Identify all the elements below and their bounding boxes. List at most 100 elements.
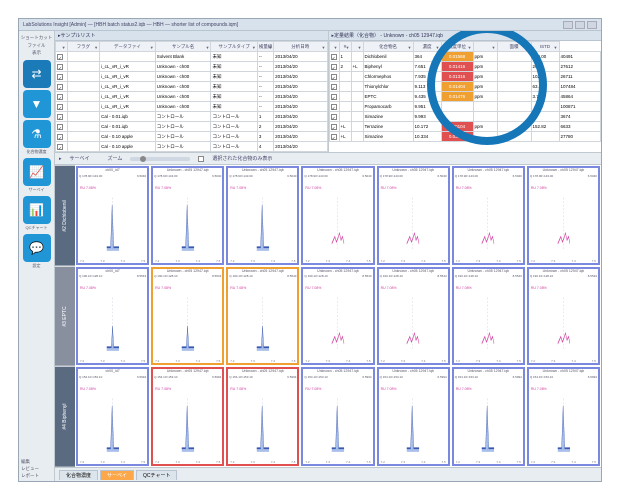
col-header[interactable]: #▼ [339, 42, 351, 52]
table-row[interactable]: Solvent Blank未知--2013/04/20 [56, 52, 328, 62]
row-checkbox[interactable] [57, 94, 63, 100]
chart-cell[interactable]: ch00_id7Q 190.10>128.108.5543RU 7.08% 7.… [76, 267, 149, 366]
col-header[interactable]: ▼ [473, 42, 497, 52]
row-checkbox[interactable] [331, 94, 337, 100]
table-row[interactable]: i_cL_vR_i_vRUnknown - ch00未知--2013/04/20 [56, 72, 328, 82]
chart-cell[interactable]: ch00_id7Q 154.10>153.106.5994RU 7.08% 7.… [76, 367, 149, 466]
tab-survey[interactable]: サーベイ [100, 470, 134, 480]
chart-row-label[interactable]: #4 Biphenyl [55, 366, 75, 467]
col-header[interactable]: 面積▼ [497, 42, 531, 52]
table-row[interactable]: Thionylchlor9.1130.01404ppm63.14107484 [329, 82, 601, 92]
chart-row-label[interactable]: #2 Dichlobenil [55, 165, 75, 266]
chart-cell[interactable]: Unknown - ch05 12947.iqbQ 190.10>128.108… [151, 267, 224, 366]
sample-list-table[interactable]: ▼フラグ▼データファイ▼サンプル名▼サンプルタイプ▼検量線▼分析日時▼Solve… [55, 41, 328, 152]
row-checkbox[interactable] [57, 104, 63, 110]
col-header[interactable]: サンプル名▼ [155, 42, 211, 52]
chart-cell[interactable]: Unknown - ch05 12947.iqbQ 178.90>143.006… [226, 166, 299, 265]
col-header[interactable]: 化合物名▼ [363, 42, 413, 52]
cell [67, 92, 99, 102]
col-header[interactable]: ▼ [329, 42, 339, 52]
table-row[interactable]: Chlormephos7.9350.01316ppm102.8926711 [329, 72, 601, 82]
panel-header[interactable]: ▸ サンプルリスト [55, 31, 328, 41]
table-row[interactable]: 2+LBiphenyl7.6510.01416ppm26.1827612 [329, 62, 601, 72]
chart-row-label[interactable]: #3 EPTC [55, 266, 75, 367]
sidebar-icon-5[interactable]: 💬 [23, 234, 51, 262]
row-checkbox[interactable] [57, 144, 63, 150]
minimize-button[interactable] [563, 21, 573, 29]
col-header[interactable]: 検量線▼ [257, 42, 273, 52]
col-header[interactable]: 濃度単位▼ [441, 42, 473, 52]
table-row[interactable]: Cal - 0.01.iqbコントロールコントロール12013/04/20 [56, 112, 328, 122]
quant-results-table[interactable]: ▼#▼▼化合物名▼濃度▼濃度単位▼▼面積▼ISTD▼1Dichlobenil36… [329, 41, 602, 142]
col-header[interactable]: 濃度▼ [413, 42, 441, 52]
chart-cell[interactable]: Unknown - ch05 12947.iqbQ 178.90>143.006… [377, 166, 450, 265]
chart-cell[interactable]: ch00_id7Q 178.90>143.006.5040RU 7.08% 7.… [76, 166, 149, 265]
chart-cell[interactable]: Unknown - ch05 12947.iqbQ 178.90>143.006… [452, 166, 525, 265]
row-checkbox[interactable] [57, 54, 63, 60]
chart-cell[interactable]: Unknown - ch05 12947.iqbQ 190.10>128.108… [301, 267, 374, 366]
col-header[interactable]: フラグ▼ [67, 42, 99, 52]
chart-cell[interactable]: Unknown - ch05 12947.iqbQ 178.90>143.006… [527, 166, 600, 265]
col-header[interactable]: 分析日時▼ [274, 42, 327, 52]
row-checkbox[interactable] [331, 74, 337, 80]
row-checkbox[interactable] [331, 124, 337, 130]
row-checkbox[interactable] [57, 114, 63, 120]
zoom-slider[interactable] [130, 157, 190, 161]
table-row[interactable]: Propamocarb9.951100871 [329, 102, 601, 112]
chart-cell[interactable]: Unknown - ch05 12947.iqbQ 154.10>153.106… [527, 367, 600, 466]
row-checkbox[interactable] [57, 74, 63, 80]
row-checkbox[interactable] [331, 134, 337, 140]
chart-cell[interactable]: Unknown - ch05 12947.iqbQ 154.10>153.106… [301, 367, 374, 466]
table-row[interactable]: i_cL_vR_i_vRUnknown - ch00未知--2013/04/20 [56, 82, 328, 92]
row-checkbox[interactable] [57, 134, 63, 140]
row-checkbox[interactable] [331, 104, 337, 110]
col-header[interactable]: ▼ [351, 42, 363, 52]
col-header[interactable]: サンプルタイプ▼ [211, 42, 257, 52]
chart-cell[interactable]: Unknown - ch05 12947.iqbQ 154.10>153.106… [452, 367, 525, 466]
row-checkbox[interactable] [331, 84, 337, 90]
cell [56, 72, 68, 82]
sidebar-icon-1[interactable]: ▼ [23, 90, 51, 118]
row-checkbox[interactable] [57, 84, 63, 90]
chart-cell[interactable]: Unknown - ch05 12947.iqbQ 154.10>153.106… [151, 367, 224, 466]
table-row[interactable]: EPTC9.4350.01476ppm3.7345864 [329, 92, 601, 102]
row-checkbox[interactable] [57, 64, 63, 70]
chart-cell[interactable]: Unknown - ch05 12947.iqbQ 178.90>143.006… [301, 166, 374, 265]
chart-cell[interactable]: Unknown - ch05 12947.iqbQ 190.10>128.108… [452, 267, 525, 366]
table-row[interactable]: i_cL_vR_i_vRUnknown - ch00未知--2013/04/20 [56, 102, 328, 112]
table-row[interactable]: Simazine9.9933674 [329, 112, 601, 122]
table-row[interactable]: Cal - 0.10 appleコントロールコントロール42013/04/20 [56, 142, 328, 152]
cell: 107484 [559, 82, 601, 92]
row-checkbox[interactable] [331, 114, 337, 120]
row-checkbox[interactable] [331, 54, 337, 60]
table-row[interactable]: +LTerrazine10.1720.00104ppm152.826633 [329, 122, 601, 132]
col-header[interactable]: ▼ [56, 42, 68, 52]
sidebar-icon-0[interactable]: ⇄ [23, 60, 51, 88]
chart-cell[interactable]: Unknown - ch05 12947.iqbQ 154.10>153.106… [377, 367, 450, 466]
close-button[interactable] [587, 21, 597, 29]
panel-header[interactable]: ▸ 定量結果（化合物） - Unknown - ch05 12947.iqb [329, 31, 602, 41]
table-row[interactable]: Cal - 0.01.iqbコントロールコントロール22013/04/20 [56, 122, 328, 132]
chart-cell[interactable]: Unknown - ch05 12947.iqbQ 154.10>153.106… [226, 367, 299, 466]
tab-compound[interactable]: 化合物濃度 [59, 470, 98, 480]
table-row[interactable]: 1Dichlobenil3640.01568ppm150.0040491 [329, 52, 601, 62]
table-row[interactable]: Cal - 0.10 appleコントロールコントロール32013/04/20 [56, 132, 328, 142]
maximize-button[interactable] [575, 21, 585, 29]
sidebar-icon-3[interactable]: 📈 [23, 158, 51, 186]
sidebar-icon-2[interactable]: ⚗ [23, 120, 51, 148]
row-checkbox[interactable] [57, 124, 63, 130]
chart-cell[interactable]: Unknown - ch05 12947.iqbQ 190.10>128.108… [226, 267, 299, 366]
col-header[interactable]: データファイ▼ [100, 42, 156, 52]
tab-qcchart[interactable]: QCチャート [136, 470, 177, 480]
chart-cell[interactable]: Unknown - ch05 12947.iqbQ 178.90>143.006… [151, 166, 224, 265]
row-checkbox[interactable] [331, 64, 337, 70]
chart-cell[interactable]: Unknown - ch05 12947.iqbQ 190.10>128.108… [377, 267, 450, 366]
filter-checkbox[interactable] [198, 156, 204, 162]
chart-cell[interactable]: Unknown - ch05 12947.iqbQ 190.10>128.108… [527, 267, 600, 366]
table-row[interactable]: i_cL_vR_i_vRUnknown - ch00未知--2013/04/20 [56, 62, 328, 72]
sidebar-icon-4[interactable]: 📊 [23, 196, 51, 224]
chart-axis: 7.27.37.47.5 [529, 460, 598, 464]
table-row[interactable]: +LSimazine10.3340.0366827780 [329, 132, 601, 142]
col-header[interactable]: ISTD▼ [531, 42, 559, 52]
table-row[interactable]: i_cL_vR_i_vRUnknown - ch00未知--2013/04/20 [56, 92, 328, 102]
